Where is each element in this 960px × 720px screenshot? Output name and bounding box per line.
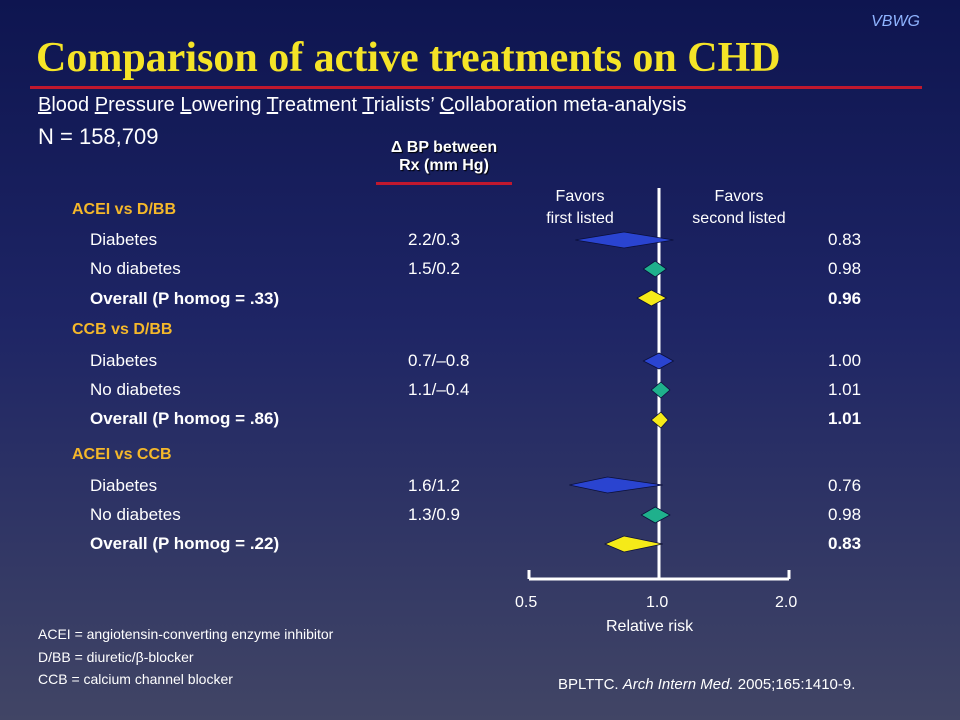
rr-value: 1.01 [828, 380, 862, 399]
x-axis [527, 570, 791, 581]
subtitle-word: Collaboration meta-analysis [439, 94, 687, 116]
bp-column-header: Δ BP between Rx (mm Hg) [376, 139, 512, 175]
row-label: No diabetes [90, 505, 181, 524]
subtitle-word: Trialists’ [362, 94, 440, 116]
forest-diamond-no-diabetes [642, 260, 668, 278]
forest-diamond-overall [604, 535, 663, 553]
slide-title: Comparison of active treatments on CHD [36, 35, 781, 81]
group-label-ccb-vs-dbb: CCB vs D/BB [72, 321, 173, 338]
row-label: Diabetes [90, 351, 158, 370]
row-label: Diabetes [90, 230, 158, 249]
x-tick-label: 2.0 [775, 594, 798, 611]
rr-value-overall: 1.01 [828, 409, 862, 428]
subtitle-word: Pressure [94, 94, 181, 116]
x-tick-label: 0.5 [515, 594, 538, 611]
forest-diamond-no-diabetes [640, 506, 671, 524]
forest-diamond-diabetes [575, 231, 674, 249]
bp-value: 1.1/–0.4 [408, 380, 470, 399]
bp-column-header-divider [376, 182, 512, 185]
bp-value: 0.7/–0.8 [408, 351, 470, 370]
forest-diamond-no-diabetes [650, 381, 671, 399]
bp-value: 1.5/0.2 [408, 259, 460, 278]
subtitle-word: Lowering [180, 94, 267, 116]
forest-diamond-overall [636, 289, 668, 307]
forest-diamond-overall [650, 411, 669, 429]
brand-label: VBWG [871, 13, 920, 30]
row-label-overall: Overall (P homog = .22) [90, 534, 280, 553]
row-label: No diabetes [90, 380, 181, 399]
rr-value: 0.98 [828, 505, 862, 524]
x-axis-label: Relative risk [606, 618, 694, 635]
group-label-acei-vs-ccb: ACEI vs CCB [72, 446, 172, 463]
bp-column-header-line2: Rx (mm Hg) [399, 157, 489, 174]
rr-value: 1.00 [828, 351, 862, 370]
forest-diamond-diabetes [642, 352, 675, 370]
rr-value-overall: 0.83 [828, 534, 862, 553]
bp-value: 2.2/0.3 [408, 230, 460, 249]
title-divider [30, 86, 922, 89]
rr-value: 0.76 [828, 476, 862, 495]
rr-value-overall: 0.96 [828, 289, 862, 308]
sample-size: N = 158,709 [38, 124, 159, 149]
subtitle-word: Blood [38, 94, 95, 116]
row-label-overall: Overall (P homog = .86) [90, 409, 280, 428]
abbreviation-dbb: D/BB = diuretic/β-blocker [38, 649, 194, 665]
beta-symbol: β [135, 649, 144, 665]
bp-column-header-line1: Δ BP between [390, 139, 498, 156]
bp-value: 1.3/0.9 [408, 505, 460, 524]
favors-second-listed: Favors second listed [692, 188, 786, 227]
subtitle: Blood Pressure Lowering Treatment Triali… [38, 94, 687, 117]
favors-first-listed: Favors first listed [546, 188, 614, 227]
abbreviation-ccb: CCB = calcium channel blocker [38, 671, 233, 687]
subtitle-word: Treatment [266, 94, 363, 116]
rr-value: 0.98 [828, 259, 862, 278]
x-tick-label: 1.0 [646, 594, 669, 611]
row-label-overall: Overall (P homog = .33) [90, 289, 280, 308]
forest-diamond-diabetes [569, 476, 663, 494]
group-label-acei-vs-dbb: ACEI vs D/BB [72, 201, 177, 218]
citation: BPLTTC. Arch Intern Med. 2005;165:1410-9… [558, 676, 856, 693]
row-label: No diabetes [90, 259, 181, 278]
abbreviation-acei: ACEI = angiotensin-converting enzyme inh… [38, 626, 334, 642]
bp-value: 1.6/1.2 [408, 476, 460, 495]
row-label: Diabetes [90, 476, 158, 495]
rr-value: 0.83 [828, 230, 862, 249]
forest-markers [569, 231, 675, 553]
